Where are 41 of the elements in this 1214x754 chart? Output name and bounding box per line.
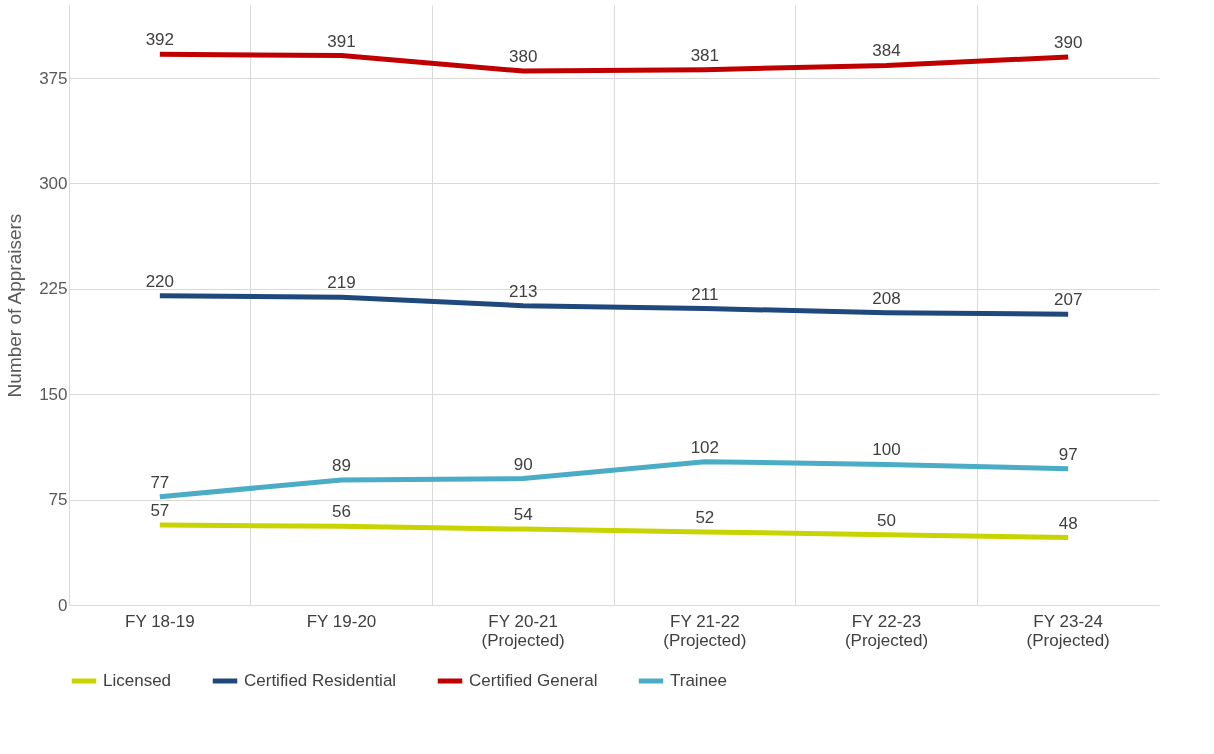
data-label: 381 <box>690 45 720 65</box>
data-label: 48 <box>1058 513 1078 533</box>
data-label: 97 <box>1058 444 1078 464</box>
data-label: 207 <box>1053 290 1083 310</box>
x-tick-label: FY 21-22 (Projected) <box>663 611 747 650</box>
legend-label: Certified General <box>469 671 598 690</box>
y-axis-title: Number of Appraisers <box>4 213 26 398</box>
data-label: 392 <box>145 30 175 50</box>
data-label: 90 <box>513 454 533 474</box>
data-label: 50 <box>877 510 896 530</box>
y-tick-label: 375 <box>39 68 68 88</box>
x-tick-label: FY 18-19 <box>125 611 195 631</box>
data-label: 208 <box>872 288 901 308</box>
data-label: 391 <box>327 31 356 51</box>
data-label: 100 <box>872 440 901 460</box>
data-label: 380 <box>508 47 538 67</box>
data-label: 54 <box>513 505 533 525</box>
data-label: 89 <box>332 455 351 475</box>
legend-label: Licensed <box>103 671 172 690</box>
y-tick-label: 225 <box>39 279 68 299</box>
x-tick-label: FY 22-23 (Projected) <box>844 611 929 650</box>
y-tick-label: 75 <box>48 490 68 510</box>
data-label: 57 <box>150 500 170 520</box>
x-tick-label: FY 19-20 <box>306 611 377 631</box>
y-tick-label: 150 <box>39 384 68 404</box>
data-label: 390 <box>1053 32 1083 52</box>
data-label: 211 <box>691 284 719 304</box>
data-label: 77 <box>150 472 170 492</box>
data-label: 384 <box>872 41 901 61</box>
x-tick-label: FY 20-21 (Projected) <box>481 611 565 650</box>
data-label: 52 <box>695 507 715 527</box>
legend-label: Trainee <box>670 671 728 690</box>
data-label: 213 <box>508 281 538 301</box>
y-tick-label: 0 <box>58 595 68 615</box>
data-label: 219 <box>327 273 356 293</box>
data-label: 220 <box>145 271 175 291</box>
y-tick-label: 300 <box>39 173 68 193</box>
data-label: 102 <box>690 437 720 457</box>
x-tick-label: FY 23-24 (Projected) <box>1026 611 1110 650</box>
legend-label: Certified Residential <box>244 671 397 690</box>
data-label: 56 <box>332 502 351 522</box>
